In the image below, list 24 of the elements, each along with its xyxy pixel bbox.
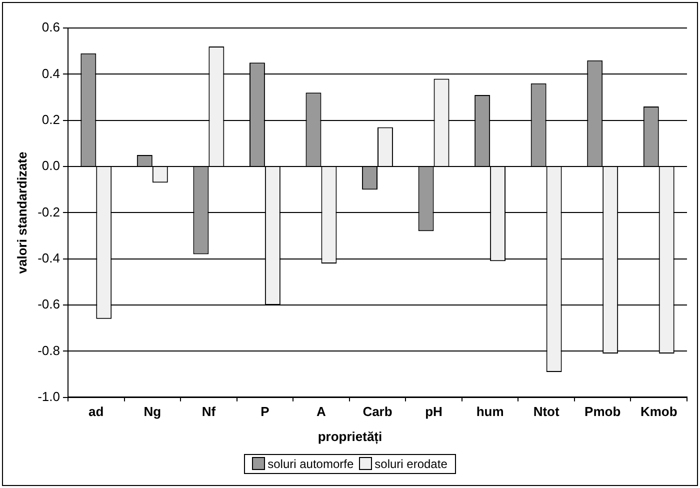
y-tick-label: -0.6 [38,296,60,312]
x-tick-label: hum [476,404,504,419]
legend-label: soluri automorfe [266,457,354,471]
x-tick-label: ad [88,404,104,419]
x-tick-label: Ng [144,404,162,419]
x-tick-label: pH [425,404,442,419]
y-axis-title: valori standardizate [14,152,30,274]
y-tick-label: 0.2 [42,112,60,127]
y-tick-label: -0.4 [38,250,60,266]
x-tick-label: Pmob [584,404,621,419]
y-tick-label: -1.0 [38,388,60,404]
x-tick-label: Nf [202,404,216,419]
y-tick-label: 0.0 [42,158,60,174]
x-axis-title: proprietăți [316,429,384,444]
legend-label: soluri erodate [374,457,448,471]
y-tick-label: 0.4 [42,66,60,81]
y-tick-label: -0.8 [38,342,60,358]
x-tick-label: A [316,404,327,419]
x-tick-label: P [260,404,270,419]
y-tick-label: -0.2 [38,204,60,220]
y-tick-label: 0.6 [42,20,60,35]
x-tick-label: Carb [362,404,392,419]
x-tick-label: Ntot [533,404,560,419]
x-tick-label: Kmob [640,404,678,419]
